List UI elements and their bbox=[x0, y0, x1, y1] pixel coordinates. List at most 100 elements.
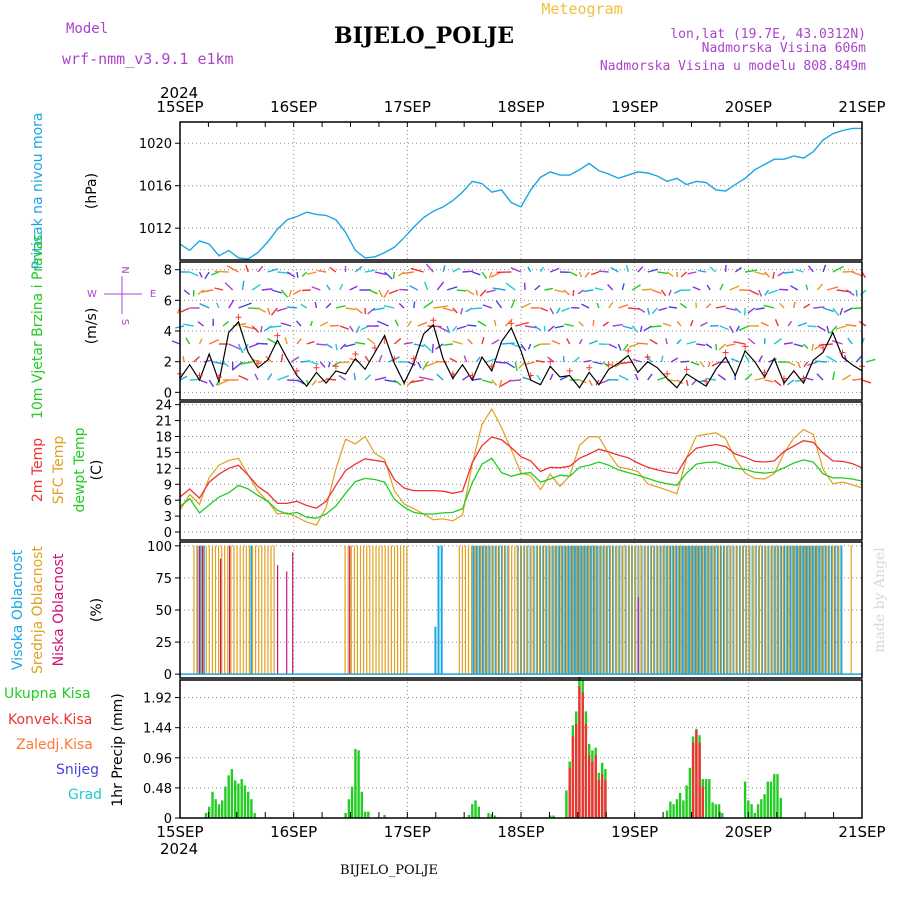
top-date-tick-3: 18SEP bbox=[497, 98, 544, 116]
wind-arrow bbox=[583, 289, 594, 293]
wind-arrow bbox=[622, 325, 633, 330]
wind-gust-marker bbox=[761, 369, 768, 376]
wind-arrow bbox=[486, 289, 496, 294]
wind-arrow bbox=[786, 379, 795, 386]
precip-bar-conv bbox=[604, 780, 607, 818]
precip-bar-total bbox=[383, 814, 386, 818]
wind-arrow bbox=[452, 325, 458, 332]
wind-arrow bbox=[296, 379, 305, 385]
wind-arrow bbox=[790, 285, 799, 291]
wind-arrow bbox=[504, 318, 513, 327]
wind-arrow bbox=[424, 361, 438, 368]
wind-arrow bbox=[647, 307, 650, 315]
wind-arrow bbox=[805, 284, 809, 291]
wind-arrow bbox=[228, 343, 241, 350]
precip-bar-total bbox=[763, 794, 766, 818]
wind-arrow bbox=[410, 267, 424, 273]
wind-arrow bbox=[665, 338, 668, 345]
wind-arrow bbox=[425, 263, 434, 273]
wind-arrow bbox=[594, 287, 604, 291]
wind-arrow bbox=[452, 307, 458, 314]
precip-bar-total bbox=[350, 786, 354, 818]
precip-bar-total bbox=[672, 804, 675, 818]
wind-arrow bbox=[813, 306, 825, 309]
precip-bar-conv bbox=[591, 761, 594, 818]
wind-arrow bbox=[764, 271, 770, 278]
wind-arrow bbox=[374, 376, 387, 381]
wind-arrow bbox=[197, 289, 204, 295]
wind-arrow bbox=[718, 343, 727, 351]
wind-arrow bbox=[832, 307, 840, 317]
wind-arrow bbox=[393, 338, 402, 345]
wind-arrow bbox=[208, 339, 220, 345]
wind-arrow bbox=[705, 377, 716, 381]
wind-arrow bbox=[267, 268, 279, 273]
wind-arrow bbox=[802, 376, 814, 381]
wind-arrow bbox=[245, 264, 249, 273]
wind-arrow bbox=[317, 379, 327, 384]
wind-arrow bbox=[482, 304, 493, 309]
wind-arrow bbox=[814, 360, 828, 363]
wind-arrow bbox=[388, 289, 399, 295]
precip-bar-total bbox=[221, 800, 224, 818]
wind-arrow bbox=[641, 288, 652, 291]
precip-bar-total bbox=[211, 791, 214, 818]
top-date-tick-2: 17SEP bbox=[384, 98, 431, 116]
ytick-label-temperature-0: 0 bbox=[164, 526, 172, 541]
wind-arrow bbox=[271, 289, 283, 294]
wind-arrow bbox=[564, 323, 574, 327]
wind-arrow bbox=[709, 266, 717, 273]
wind-arrow bbox=[835, 325, 847, 330]
wind-arrow bbox=[417, 361, 422, 369]
bottom-date-tick-5: 20SEP bbox=[725, 823, 772, 841]
wind-arrow bbox=[495, 361, 506, 364]
temp-2m-line bbox=[179, 436, 863, 509]
wind-arrow bbox=[215, 302, 220, 309]
chart-subtitle: Meteogram bbox=[541, 0, 622, 18]
wind-arrow bbox=[540, 307, 548, 312]
wind-arrow bbox=[368, 289, 378, 295]
wind-arrow bbox=[349, 325, 354, 332]
wind-arrow bbox=[198, 271, 203, 278]
wind-arrow bbox=[699, 361, 705, 368]
wind-arrow bbox=[816, 283, 824, 291]
wind-arrow bbox=[608, 301, 614, 309]
watermark: made by Angel bbox=[872, 547, 888, 653]
wind-arrow bbox=[692, 286, 701, 291]
wind-arrow bbox=[660, 355, 664, 363]
wind-arrow bbox=[588, 379, 593, 387]
wind-arrow bbox=[327, 361, 331, 368]
precip-bar-total bbox=[367, 811, 370, 818]
wind-arrow bbox=[335, 343, 338, 351]
wind-arrow bbox=[383, 289, 390, 299]
precip-bar-total bbox=[467, 814, 471, 818]
wind-arrow bbox=[608, 343, 618, 349]
wind-arrow bbox=[501, 342, 515, 345]
wind-arrow bbox=[544, 287, 554, 291]
wind-arrow bbox=[302, 289, 311, 292]
wind-arrow bbox=[446, 325, 451, 334]
wind-arrow bbox=[755, 307, 765, 311]
wind-arrow bbox=[345, 307, 356, 311]
precip-bar-total bbox=[565, 790, 568, 818]
wind-arrow bbox=[666, 271, 674, 277]
wind-arrow bbox=[734, 266, 742, 273]
cloud-low-ylabel: Niska Oblacnost bbox=[51, 553, 67, 666]
wind-arrow bbox=[705, 303, 712, 309]
wind-arrow bbox=[680, 271, 688, 278]
cloud-mid-ylabel: Srednja Oblacnost bbox=[30, 546, 46, 674]
wind-arrow bbox=[268, 325, 282, 329]
precip-total-ylabel: Ukupna Kisa bbox=[4, 686, 91, 702]
wind-arrow bbox=[844, 354, 848, 363]
wind-speed-line bbox=[179, 320, 863, 389]
wind-gust-marker bbox=[742, 343, 749, 350]
wind-arrow bbox=[364, 355, 370, 363]
wind-arrow bbox=[556, 307, 561, 314]
precip-bar-total bbox=[344, 813, 347, 818]
wind-arrow bbox=[787, 320, 793, 327]
wind-arrow bbox=[340, 343, 347, 350]
wind-arrow bbox=[779, 288, 789, 291]
wind-arrow bbox=[296, 271, 299, 278]
wind-arrow bbox=[492, 287, 506, 291]
precip-bar-total bbox=[773, 774, 776, 818]
